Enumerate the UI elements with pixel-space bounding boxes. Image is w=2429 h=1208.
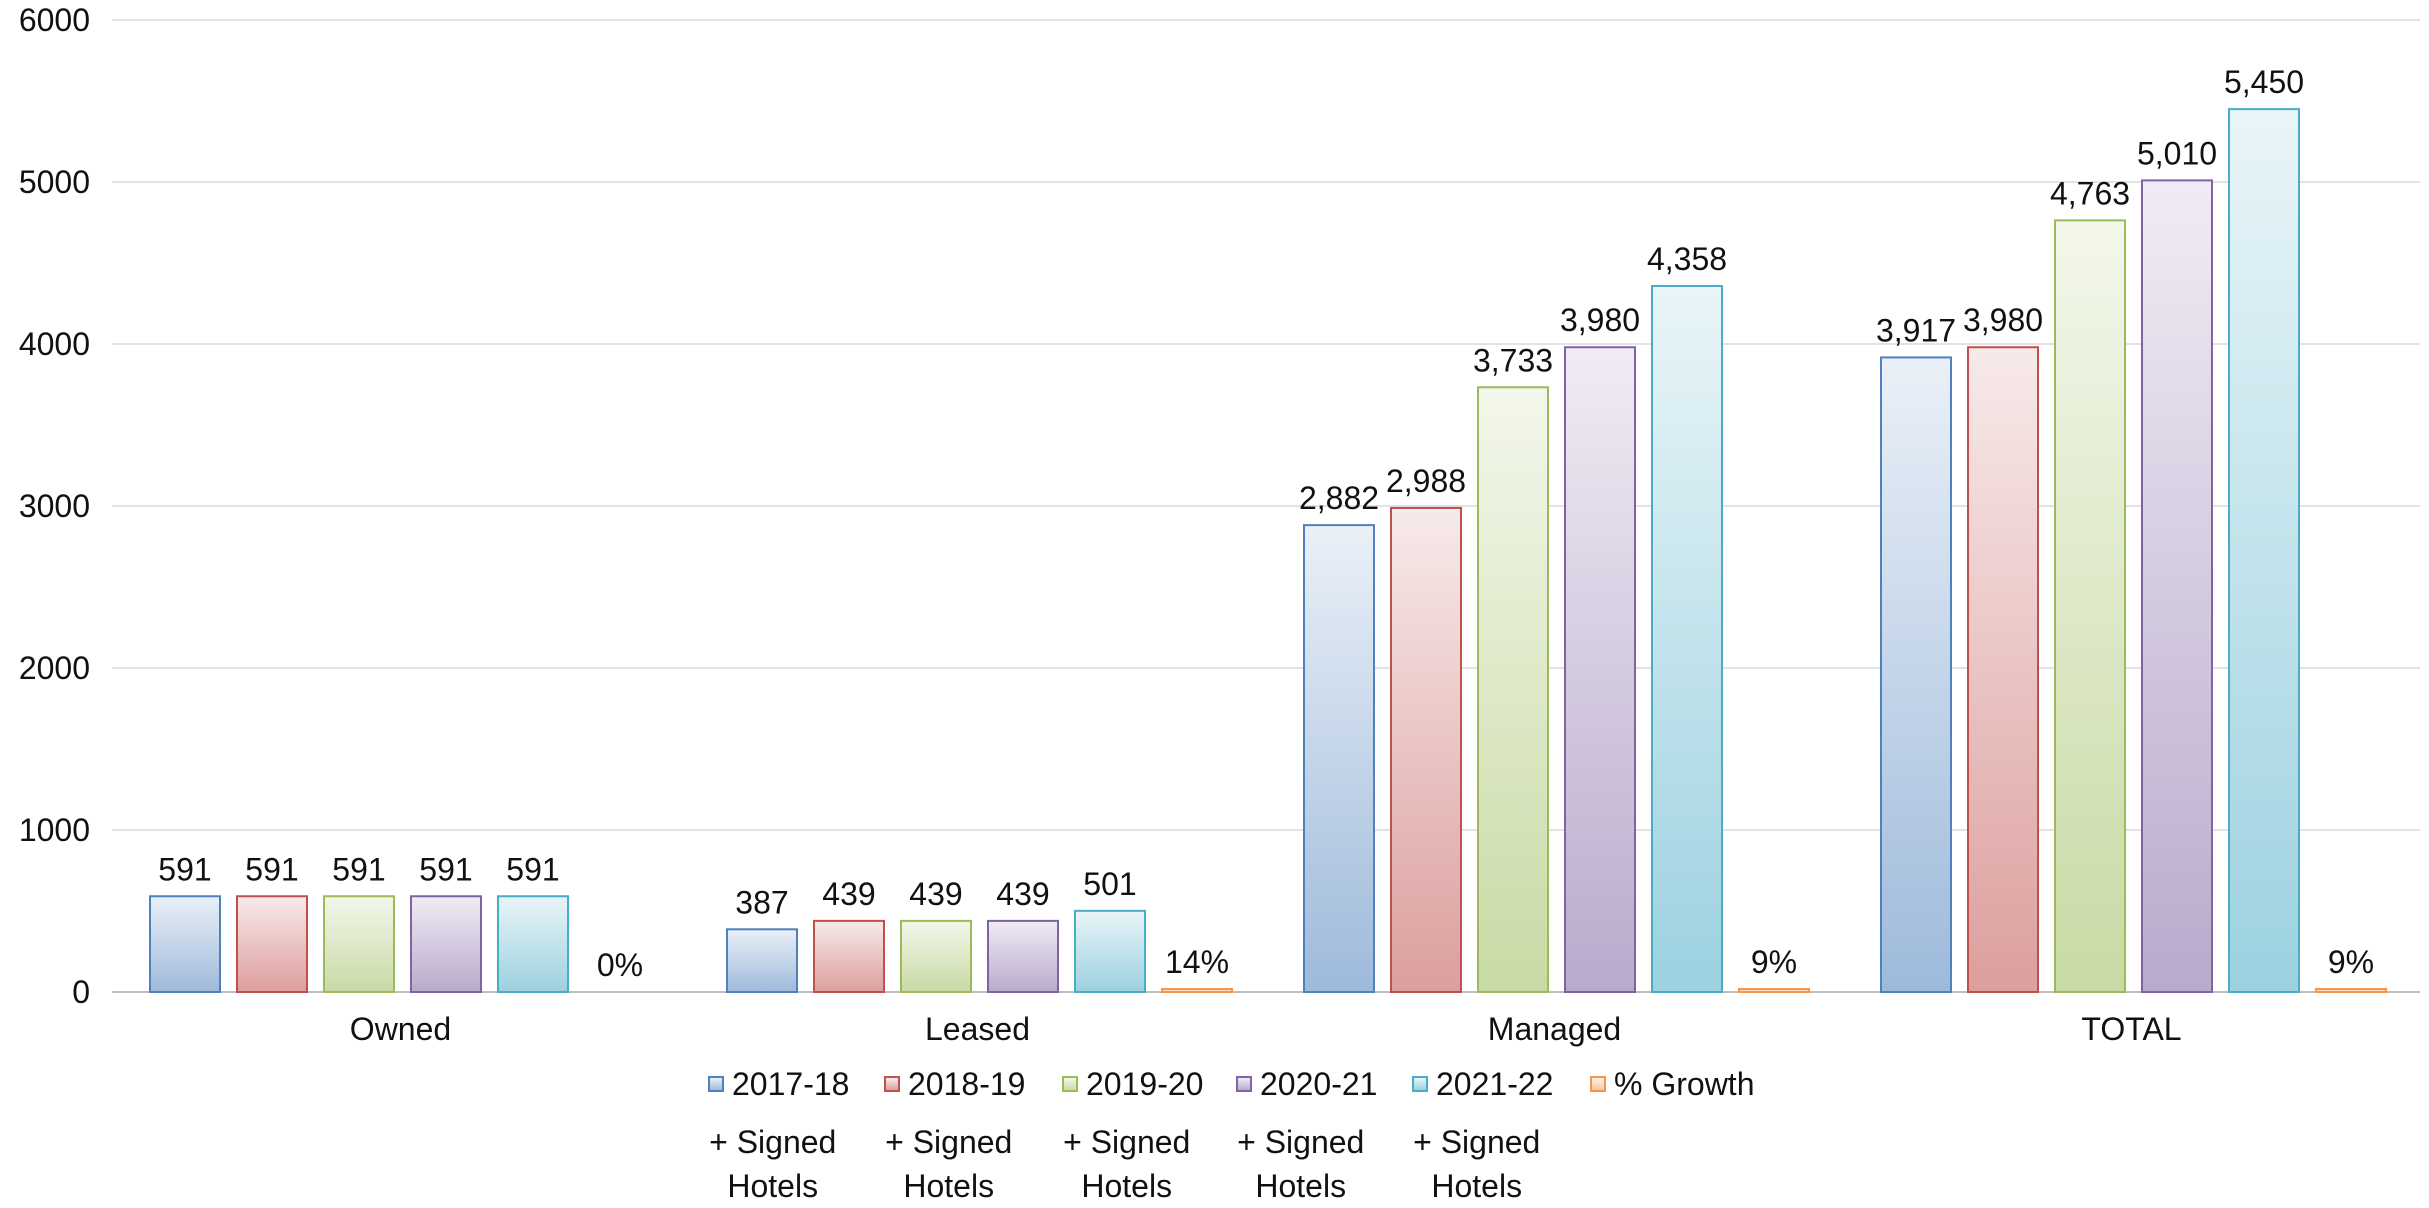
bar-owned-2019-20 xyxy=(323,895,395,993)
x-category-label: TOTAL xyxy=(2081,1011,2181,1047)
legend-swatch xyxy=(1412,1076,1428,1092)
legend-item: 2019-20 + Signed Hotels xyxy=(1062,1062,1203,1208)
bar-leased-2018-19 xyxy=(813,919,885,994)
data-label: 3,733 xyxy=(1473,342,1553,378)
y-tick-label: 0 xyxy=(72,974,90,1010)
bars xyxy=(149,108,2387,994)
y-tick-label: 4000 xyxy=(19,326,90,362)
legend-label: 2019-20 + Signed Hotels xyxy=(1063,1066,1204,1204)
data-label: 4,763 xyxy=(2050,175,2130,211)
legend-item: 2020-21 + Signed Hotels xyxy=(1236,1062,1377,1208)
data-label: 5,010 xyxy=(2137,135,2217,171)
bar-leased-2020-21 xyxy=(987,919,1059,994)
bar-owned-2017-18 xyxy=(149,895,221,993)
bar-leased--growth xyxy=(1161,988,1233,993)
data-label: 591 xyxy=(332,851,385,887)
legend-swatch xyxy=(1062,1076,1078,1092)
y-tick-label: 1000 xyxy=(19,812,90,848)
bar-owned-2018-19 xyxy=(236,895,308,993)
data-label: 14% xyxy=(1165,944,1229,980)
y-tick-label: 5000 xyxy=(19,164,90,200)
x-axis-category-labels: Owned Leased Managed TOTAL xyxy=(350,1011,2182,1047)
bar-total-2017-18 xyxy=(1880,356,1952,994)
bar-managed-2018-19 xyxy=(1390,506,1462,993)
data-label: 439 xyxy=(822,876,875,912)
bar-total-2018-19 xyxy=(1967,346,2039,993)
legend-item: 2021-22 + Signed Hotels xyxy=(1412,1062,1553,1208)
legend-label: 2018-19 + Signed Hotels xyxy=(885,1066,1026,1204)
data-labels: 591 591 591 591 591 0% 387 439 439 439 501 14% 2,882… xyxy=(158,64,2374,983)
data-label: 9% xyxy=(2328,944,2374,980)
data-label: 387 xyxy=(735,884,788,920)
bar-managed-2020-21 xyxy=(1564,346,1636,993)
x-category-label: Managed xyxy=(1488,1011,1621,1047)
bar-owned-2021-22 xyxy=(497,895,569,993)
bar-owned-2020-21 xyxy=(410,895,482,993)
data-label: 3,980 xyxy=(1560,302,1640,338)
bar-total--growth xyxy=(2315,988,2387,993)
legend-label: 2020-21 + Signed Hotels xyxy=(1237,1066,1378,1204)
legend-item: 2018-19 + Signed Hotels xyxy=(884,1062,1025,1208)
data-label: 591 xyxy=(506,851,559,887)
bar-total-2019-20 xyxy=(2054,219,2126,994)
data-label: 3,917 xyxy=(1876,312,1956,348)
legend-swatch xyxy=(1590,1076,1606,1092)
data-label: 439 xyxy=(996,876,1049,912)
y-axis-tick-labels: 0 1000 2000 3000 4000 5000 6000 xyxy=(19,2,90,1010)
data-label: 0% xyxy=(597,947,643,983)
y-tick-label: 6000 xyxy=(19,2,90,38)
bar-managed--growth xyxy=(1738,988,1810,993)
x-category-label: Owned xyxy=(350,1011,451,1047)
x-category-label: Leased xyxy=(925,1011,1030,1047)
y-tick-label: 2000 xyxy=(19,650,90,686)
data-label: 591 xyxy=(158,851,211,887)
bar-managed-2017-18 xyxy=(1303,524,1375,994)
legend-item: 2017-18 + Signed Hotels xyxy=(708,1062,849,1208)
data-label: 5,450 xyxy=(2224,64,2304,100)
data-label: 2,988 xyxy=(1386,463,1466,499)
legend-item: % Growth xyxy=(1590,1062,1754,1106)
data-label: 4,358 xyxy=(1647,241,1727,277)
y-tick-label: 3000 xyxy=(19,488,90,524)
legend-label: 2021-22 + Signed Hotels xyxy=(1413,1066,1554,1204)
bar-managed-2019-20 xyxy=(1477,386,1549,993)
bar-leased-2019-20 xyxy=(900,919,972,994)
bar-managed-2021-22 xyxy=(1651,285,1723,993)
data-label: 2,882 xyxy=(1299,480,1379,516)
data-label: 501 xyxy=(1083,866,1136,902)
legend-label: % Growth xyxy=(1614,1066,1755,1102)
legend-swatch xyxy=(884,1076,900,1092)
data-label: 9% xyxy=(1751,944,1797,980)
data-label: 591 xyxy=(419,851,472,887)
legend-swatch xyxy=(1236,1076,1252,1092)
legend-swatch xyxy=(708,1076,724,1092)
data-label: 3,980 xyxy=(1963,302,2043,338)
bar-total-2020-21 xyxy=(2141,179,2213,993)
data-label: 439 xyxy=(909,876,962,912)
bar-leased-2021-22 xyxy=(1074,909,1146,994)
bar-leased-2017-18 xyxy=(726,928,798,994)
legend-label: 2017-18 + Signed Hotels xyxy=(709,1066,850,1204)
data-label: 591 xyxy=(245,851,298,887)
bar-total-2021-22 xyxy=(2228,108,2300,994)
